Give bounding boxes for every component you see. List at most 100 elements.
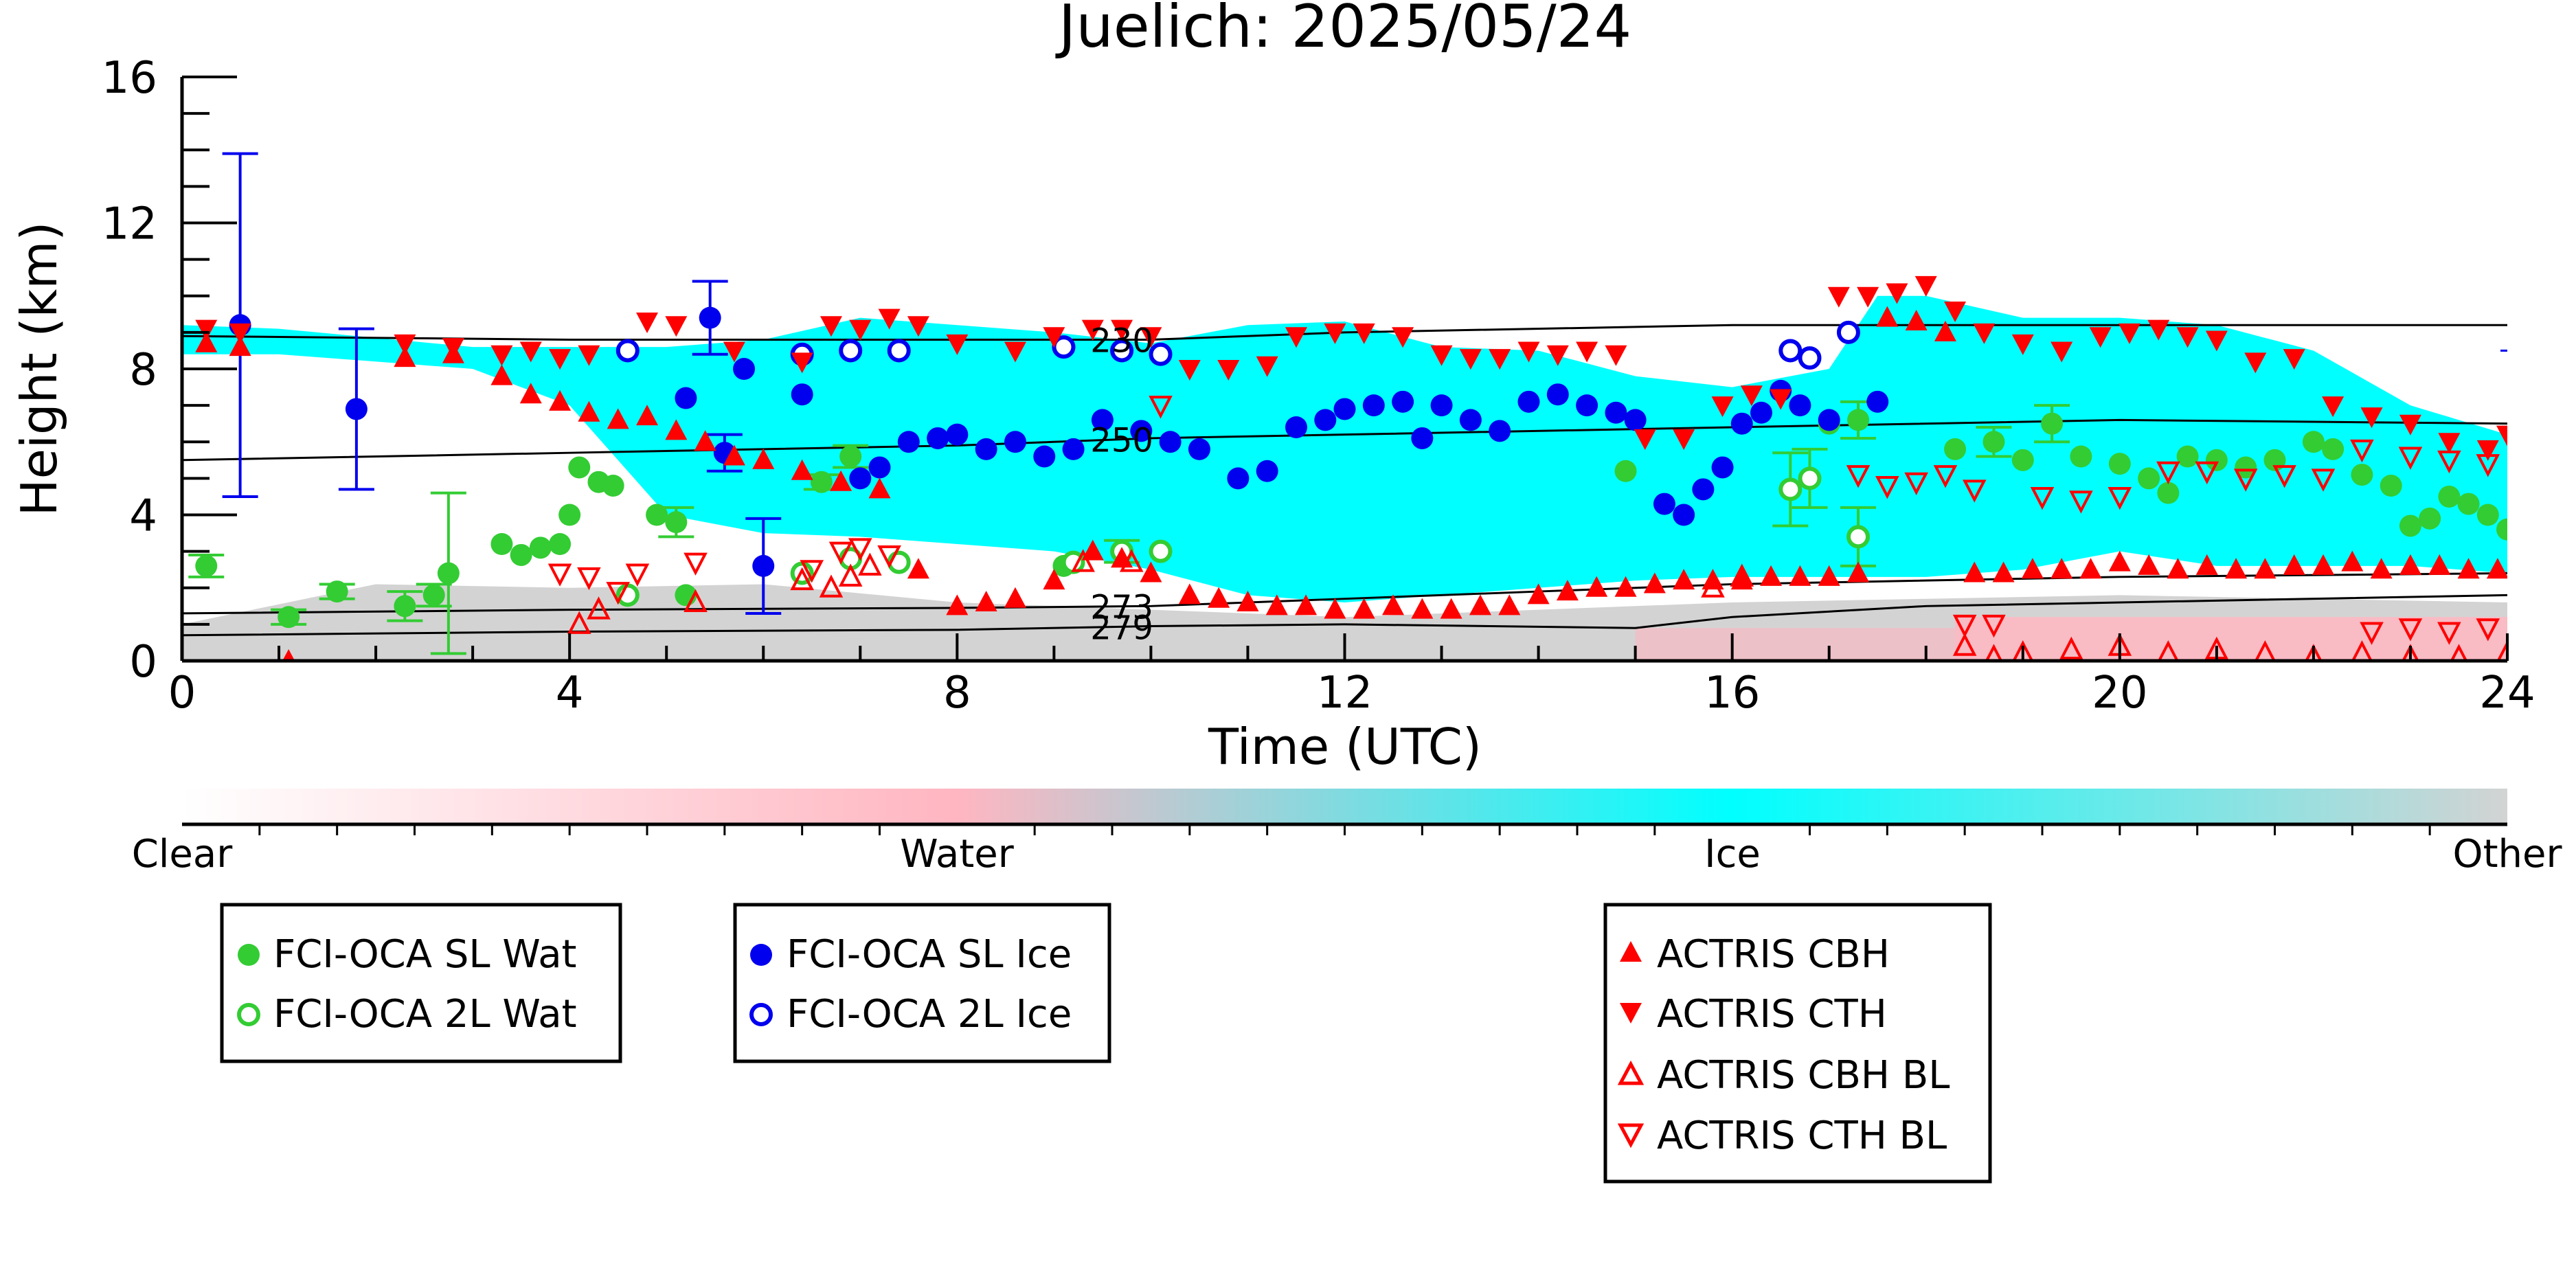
- point-actris-cth: [1634, 429, 1656, 450]
- point-actris-cbh: [1673, 569, 1695, 590]
- point-actris-cth-bl: [848, 538, 872, 561]
- point-fci-oca-sl-ice: [1430, 394, 1453, 417]
- point-actris-cth-bl: [1904, 472, 1928, 496]
- point-actris-cth: [1111, 319, 1133, 341]
- x-tick-label: 16: [1704, 668, 1760, 719]
- point-actris-cbh-bl: [2450, 644, 2468, 661]
- point-fci-oca-sl-ice: [733, 358, 756, 380]
- point-actris-cth-bl: [1846, 465, 1871, 488]
- point-actris-cth-bl: [2476, 454, 2500, 477]
- point-fci-oca-2l-ice: [839, 339, 863, 363]
- chart-title: Juelich: 2025/05/24: [1055, 0, 1631, 61]
- legend-item-fci-oca-2l-ice: FCI-OCA 2L Ice: [749, 992, 1072, 1037]
- point-actris-cbh: [2312, 554, 2335, 575]
- point-actris-cth: [1285, 327, 1307, 348]
- point-actris-cbh: [1876, 306, 1899, 327]
- point-actris-cbh: [1324, 598, 1346, 619]
- point-actris-cth: [195, 319, 218, 341]
- point-actris-cbh-bl: [567, 611, 591, 634]
- point-fci-oca-sl-wat: [2138, 467, 2160, 490]
- point-actris-cth: [1673, 429, 1695, 450]
- point-actris-cth: [1711, 396, 1734, 418]
- point-actris-cbh-bl: [1119, 549, 1144, 572]
- point-actris-cbh: [791, 459, 813, 480]
- point-actris-cth: [2360, 407, 2383, 429]
- point-actris-cth: [1770, 389, 1792, 410]
- point-fci-oca-sl-ice: [1033, 445, 1056, 468]
- point-actris-cth: [791, 352, 813, 374]
- point-actris-cbh-bl: [2254, 640, 2276, 661]
- colorbar: Clear Water Ice Other: [132, 789, 2562, 877]
- point-fci-oca-sl-wat: [646, 504, 668, 526]
- colorbar-gradient: [182, 789, 2507, 824]
- point-fci-oca-sl-wat: [1614, 460, 1637, 482]
- point-actris-cth-bl: [1933, 465, 1958, 488]
- point-actris-cth: [549, 349, 572, 370]
- point-actris-cbh-bl: [1730, 563, 1754, 587]
- point-fci-oca-2l-ice: [1110, 339, 1134, 363]
- point-fci-oca-sl-ice: [1517, 390, 1540, 413]
- point-actris-cbh: [2254, 558, 2276, 579]
- contour-line-273: [182, 572, 2507, 615]
- point-actris-cth: [723, 341, 745, 363]
- point-fci-oca-2l-wat: [1778, 477, 1803, 501]
- point-actris-cth-bl: [1952, 614, 1977, 638]
- point-fci-oca-sl-ice: [1546, 383, 1569, 406]
- point-fci-oca-sl-ice: [1692, 478, 1715, 501]
- point-actris-cbh: [1295, 594, 1318, 615]
- x-tick-label: 24: [2479, 668, 2535, 719]
- point-actris-cth: [2438, 433, 2461, 454]
- point-fci-oca-sl-wat: [2419, 507, 2441, 530]
- point-actris-cbh: [549, 389, 572, 411]
- point-actris-cbh: [1992, 561, 2015, 583]
- point-fci-oca-sl-wat: [568, 456, 591, 479]
- point-fci-oca-sl-ice: [1256, 460, 1278, 482]
- point-actris-cbh: [694, 430, 716, 451]
- point-actris-cbh-bl: [683, 589, 708, 612]
- point-actris-cth: [1740, 385, 1763, 407]
- point-actris-cbh: [1265, 594, 1288, 615]
- point-actris-cbh: [282, 649, 295, 661]
- point-fci-oca-sl-ice: [1227, 467, 1250, 490]
- point-fci-oca-sl-wat: [549, 533, 572, 555]
- point-fci-oca-sl-wat: [2399, 515, 2421, 537]
- point-actris-cth: [1973, 323, 1996, 344]
- point-actris-cbh: [1527, 583, 1550, 605]
- point-actris-cbh: [2370, 558, 2393, 579]
- point-fci-oca-sl-wat: [529, 536, 552, 559]
- point-fci-oca-sl-wat: [2476, 504, 2499, 526]
- point-fci-oca-sl-ice: [1653, 493, 1675, 515]
- point-actris-cbh-bl: [587, 596, 611, 620]
- point-fci-oca-sl-wat: [2496, 518, 2507, 541]
- point-fci-oca-sl-wat: [665, 511, 688, 534]
- point-actris-cth-bl: [2030, 486, 2055, 510]
- point-fci-oca-sl-wat: [2351, 464, 2373, 486]
- point-actris-cth: [1140, 327, 1162, 348]
- point-actris-cbh: [2108, 550, 2131, 572]
- point-actris-cbh: [607, 408, 629, 429]
- point-actris-cbh-bl: [838, 563, 863, 587]
- point-actris-cth-bl: [1982, 614, 2006, 638]
- point-actris-cth: [2050, 341, 2073, 363]
- point-fci-oca-sl-wat: [2205, 449, 2228, 471]
- series-fci-oca-2l-ice: [615, 320, 1860, 370]
- x-tick-label: 4: [556, 668, 584, 719]
- point-actris-cth: [1914, 275, 1937, 297]
- point-actris-cbh: [195, 331, 218, 352]
- point-actris-cbh: [2486, 558, 2507, 579]
- point-actris-cbh: [1498, 594, 1521, 615]
- point-actris-cth: [1430, 345, 1453, 366]
- point-actris-cbh: [2225, 558, 2248, 579]
- point-actris-cth-bl: [683, 552, 708, 576]
- point-actris-cbh: [2167, 558, 2189, 579]
- point-actris-cth: [2089, 327, 2112, 348]
- y-tick-label: 16: [102, 53, 157, 104]
- point-fci-oca-sl-wat: [422, 584, 445, 607]
- point-actris-cbh: [1905, 309, 1928, 330]
- point-actris-cbh-bl: [2496, 640, 2507, 661]
- point-actris-cbh: [1043, 569, 1065, 590]
- point-fci-oca-sl-ice: [849, 467, 872, 490]
- point-actris-cth-bl: [2360, 622, 2384, 645]
- legend-item-actris-cbh: ACTRIS CBH: [1620, 932, 1890, 977]
- point-fci-oca-sl-wat: [278, 606, 300, 629]
